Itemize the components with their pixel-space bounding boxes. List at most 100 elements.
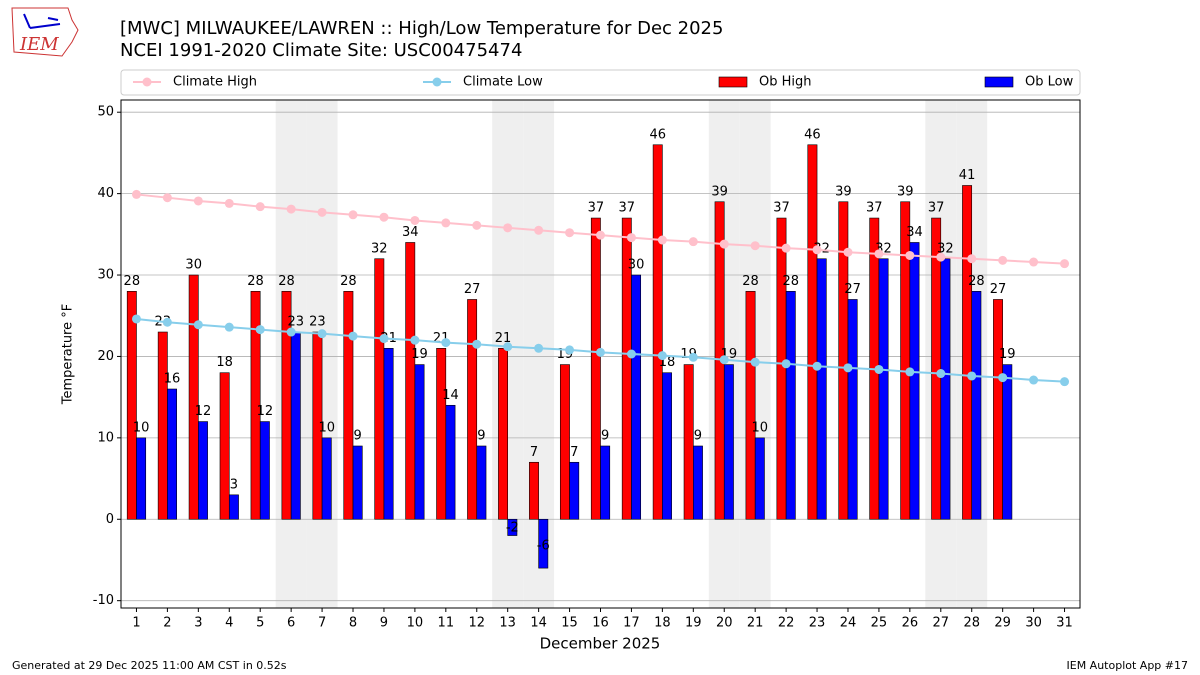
line-marker (843, 363, 853, 373)
line-marker (410, 335, 420, 345)
x-tick-label: 31 (1056, 616, 1073, 631)
line-marker (534, 343, 544, 353)
data-label: 28 (742, 274, 759, 289)
data-label: -2 (506, 521, 519, 536)
bar (405, 242, 416, 520)
line-marker (162, 193, 172, 203)
data-label: 34 (402, 225, 419, 240)
bar (188, 274, 199, 520)
bar (600, 445, 611, 520)
x-tick-label: 16 (592, 616, 609, 631)
data-label: 7 (570, 445, 578, 460)
line-marker (719, 355, 729, 365)
data-label: -6 (537, 539, 550, 554)
line-marker (255, 202, 265, 212)
logo-text: IEM (19, 34, 59, 55)
x-tick-label: 23 (809, 616, 826, 631)
x-tick-label: 4 (225, 616, 233, 631)
data-label: 46 (649, 127, 666, 142)
data-label: 19 (999, 347, 1016, 362)
line-marker (317, 329, 327, 339)
data-label: 9 (354, 428, 362, 443)
data-label: 39 (897, 184, 914, 199)
line-marker (441, 218, 451, 228)
data-label: 3 (230, 477, 238, 492)
line-marker (967, 371, 977, 381)
line-marker (472, 339, 482, 349)
line-marker (1029, 257, 1039, 267)
bar (538, 518, 549, 569)
bar (683, 364, 694, 520)
line-marker (750, 241, 760, 251)
line-marker (967, 254, 977, 264)
x-tick-label: 6 (287, 616, 295, 631)
bar (383, 348, 394, 520)
y-tick-label: 40 (97, 186, 114, 201)
bar (723, 364, 734, 520)
legend-swatch-marker (432, 77, 442, 87)
line-marker (750, 357, 760, 367)
bar (693, 445, 703, 520)
line-marker (812, 361, 822, 371)
footer-right: IEM Autoplot App #17 (1067, 659, 1189, 672)
data-label: 14 (442, 388, 459, 403)
bar (785, 291, 796, 520)
line-marker (255, 325, 265, 335)
y-axis-label: Temperature °F (61, 304, 76, 405)
data-label: 19 (411, 347, 428, 362)
bar (219, 372, 230, 520)
x-tick-label: 10 (407, 616, 424, 631)
line-marker (379, 212, 389, 222)
line-marker (193, 320, 203, 330)
line-marker (503, 342, 513, 352)
line-marker (565, 345, 575, 355)
legend: Climate High Climate Low Ob High Ob Low (120, 69, 1081, 96)
chart-title: [MWC] MILWAUKEE/LAWREN :: High/Low Tempe… (120, 18, 723, 39)
bar (971, 291, 982, 520)
line-marker (472, 220, 482, 230)
x-tick-label: 25 (871, 616, 888, 631)
line-marker (688, 352, 698, 362)
line-marker (874, 364, 884, 374)
legend-box (120, 69, 1081, 96)
footer-left: Generated at 29 Dec 2025 11:00 AM CST in… (12, 659, 287, 672)
legend-label: Ob Low (1025, 75, 1074, 90)
x-tick-label: 27 (933, 616, 950, 631)
line-marker (812, 245, 822, 255)
data-label: 28 (340, 274, 357, 289)
legend-label: Climate Low (463, 75, 543, 90)
bar (931, 217, 942, 520)
bar (352, 445, 363, 520)
line-marker (131, 189, 141, 199)
data-label: 10 (133, 420, 150, 435)
data-label: 46 (804, 127, 821, 142)
bar (498, 348, 508, 520)
data-label: 39 (835, 184, 852, 199)
bar (228, 494, 239, 520)
line-marker (998, 373, 1008, 383)
line-marker (565, 228, 575, 238)
line-marker (626, 233, 636, 243)
data-label: 7 (530, 445, 538, 460)
line-marker (843, 247, 853, 257)
data-label: 37 (619, 201, 636, 216)
bar (807, 144, 818, 520)
bar (590, 217, 601, 520)
bar (529, 461, 539, 520)
bar (259, 421, 270, 520)
line-marker (657, 235, 667, 245)
line-marker (348, 210, 358, 220)
line-marker (317, 207, 327, 217)
x-tick-label: 14 (530, 616, 547, 631)
x-axis-label: December 2025 (540, 635, 661, 653)
bar (167, 388, 177, 520)
data-label: 16 (164, 372, 181, 387)
bar (847, 299, 858, 520)
logo: IEM (11, 7, 79, 57)
line-marker (1060, 259, 1070, 269)
data-label: 30 (628, 258, 645, 273)
x-tick-label: 15 (561, 616, 578, 631)
data-label: 9 (477, 428, 485, 443)
x-tick-label: 19 (685, 616, 702, 631)
bar (940, 258, 951, 520)
